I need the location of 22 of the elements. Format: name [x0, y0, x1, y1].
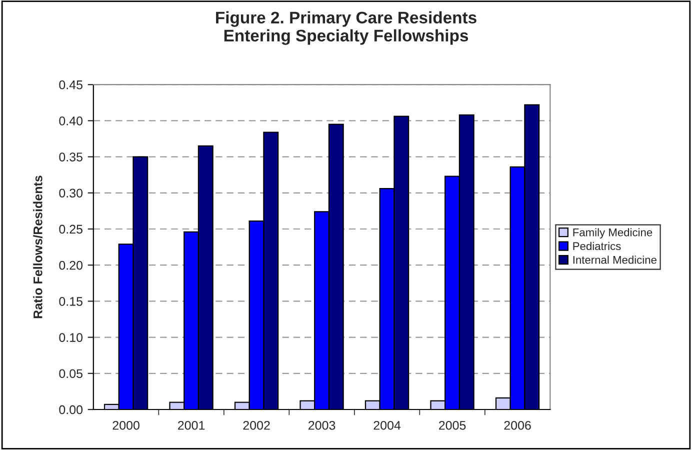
x-tick-label: 2006 [504, 420, 531, 430]
legend-label: Pediatrics [573, 242, 621, 250]
x-tick-label: 2001 [178, 420, 205, 430]
y-tick-label: 0.05 [59, 369, 82, 378]
y-tick-label: 0.20 [59, 260, 83, 270]
x-tick-label: 2003 [308, 420, 336, 430]
y-tick-label: 0.25 [59, 224, 82, 234]
y-tick-label: 0.30 [59, 188, 83, 198]
x-tick-label: 2002 [243, 420, 270, 430]
y-tick-label: 0.00 [59, 405, 83, 414]
x-tick-label: 2005 [439, 420, 466, 430]
y-tick-label: 0.45 [59, 80, 82, 90]
y-tick-label: 0.35 [59, 152, 82, 162]
y-tick-label: 0.15 [59, 297, 82, 306]
legend-label: Internal Medicine [573, 256, 656, 264]
y-tick-label: 0.40 [59, 116, 83, 126]
x-tick-label: 2004 [374, 420, 401, 430]
y-tick-label: 0.10 [59, 333, 83, 342]
chart-title: Figure 2. Primary Care Residents Entering Specialty Fellowships [216, 11, 476, 45]
x-tick-label: 2000 [112, 420, 140, 430]
legend-label: Family Medicine [573, 228, 652, 239]
y-axis-title: Ratio Fellows/Residents [33, 176, 42, 318]
